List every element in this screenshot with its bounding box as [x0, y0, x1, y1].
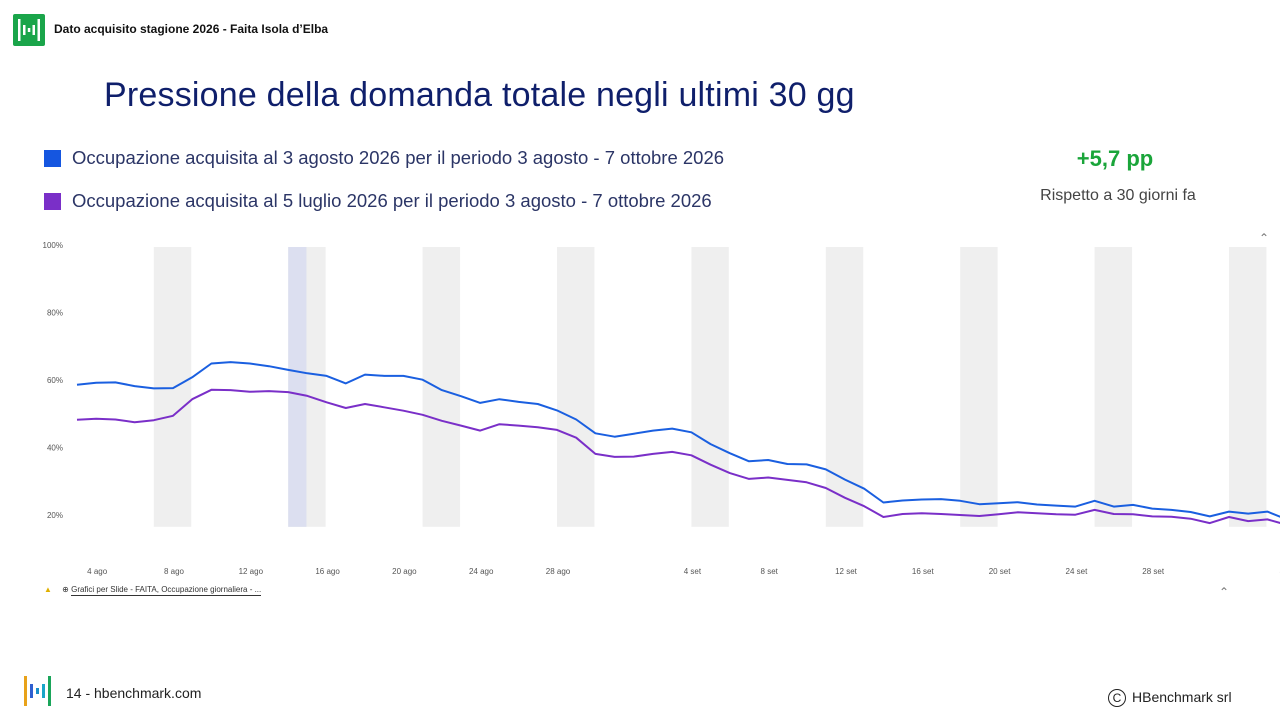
- source-link-icon: ⊕: [62, 585, 69, 594]
- bars-logo-icon: [24, 676, 51, 706]
- collapse-chevron-icon[interactable]: ⌃: [1259, 231, 1270, 245]
- warning-icon: ▲: [44, 585, 52, 594]
- series-line-current: [76, 361, 1280, 518]
- x-tick-label: 24 ago: [469, 567, 494, 576]
- x-tick-label: 8 ago: [164, 567, 185, 576]
- weekend-band: [960, 247, 998, 527]
- x-tick-label: 20 ago: [392, 567, 417, 576]
- x-tick-label: 4 set: [684, 567, 702, 576]
- footer-page-label: 14 - hbenchmark.com: [66, 685, 202, 701]
- header-text: Dato acquisito stagione 2026 - Faita Iso…: [54, 22, 329, 36]
- y-tick-label: 80%: [47, 309, 63, 318]
- source-note: ▲ ⊕ Grafici per Slide - FAITA, Occupazio…: [44, 585, 262, 596]
- bars-logo-icon: [18, 19, 40, 41]
- weekend-band: [1094, 247, 1133, 527]
- legend-swatch-previous: [44, 193, 61, 210]
- x-tick-label: 8 set: [761, 567, 779, 576]
- x-tick-label: 4 ago: [87, 567, 108, 576]
- hbenchmark-logo: [13, 14, 45, 46]
- occupancy-line-chart: 100% 80% 60% 40% 20% 4 ago 8 ago 12 ago 16 ago 20…: [43, 241, 1280, 576]
- footer-company: HBenchmark srl: [1132, 689, 1232, 705]
- x-tick-label: 28 ago: [546, 567, 571, 576]
- collapse-source-chevron-icon[interactable]: ⌃: [1219, 585, 1230, 599]
- y-tick-label: 60%: [47, 376, 63, 385]
- x-tick-label: 12 set: [835, 567, 858, 576]
- kpi-value: +5,7 pp: [1076, 146, 1154, 171]
- x-tick-label: 20 set: [989, 567, 1012, 576]
- footer-logo: [22, 674, 56, 713]
- copyright-icon: C: [1108, 689, 1126, 708]
- weekend-band: [422, 247, 461, 527]
- y-tick-label: 20%: [47, 511, 63, 520]
- page-title: Pressione della domanda totale negli ult…: [104, 76, 855, 114]
- x-tick-label: 16 ago: [315, 567, 340, 576]
- legend-label-previous: Occupazione acquisita al 5 luglio 2026 p…: [72, 190, 712, 211]
- y-tick-label: 40%: [47, 444, 63, 453]
- weekend-band: [153, 247, 192, 527]
- y-tick-label: 100%: [43, 241, 63, 250]
- weekend-band: [557, 247, 595, 527]
- footer-copyright: C HBenchmark srl: [1108, 689, 1232, 708]
- series-line-previous: [76, 388, 1280, 525]
- legend-label-current: Occupazione acquisita al 3 agosto 2026 p…: [72, 147, 725, 168]
- x-tick-label: 24 set: [1066, 567, 1089, 576]
- x-tick-label: 12 ago: [239, 567, 264, 576]
- kpi-subtitle: Rispetto a 30 giorni fa: [1040, 187, 1196, 204]
- weekend-band: [1229, 247, 1267, 527]
- highlighted-day-band: [288, 247, 307, 527]
- legend-swatch-current: [44, 150, 61, 167]
- source-link[interactable]: Grafici per Slide - FAITA, Occupazione g…: [71, 585, 262, 596]
- x-tick-label: 16 set: [912, 567, 935, 576]
- x-tick-label: 28 set: [1142, 567, 1165, 576]
- weekend-band: [691, 247, 729, 527]
